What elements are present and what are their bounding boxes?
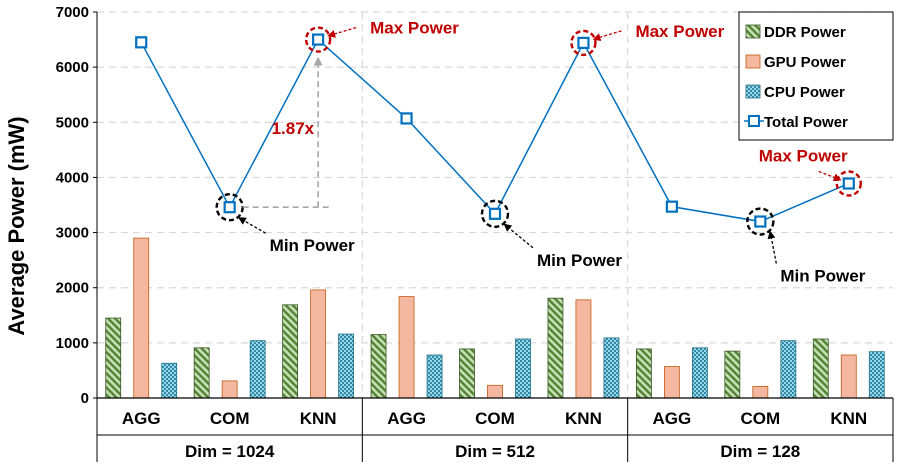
bars <box>105 237 885 399</box>
bar-gpu-4 <box>487 384 503 399</box>
total-power-marker-3 <box>400 112 413 125</box>
bar-cpu-6 <box>691 347 708 399</box>
x-category-label-2: KNN <box>300 409 337 428</box>
bar-cpu-5 <box>603 337 620 399</box>
bar-gpu-6 <box>663 366 680 399</box>
bar-gpu-2 <box>310 289 327 399</box>
bar-gpu-8 <box>840 354 857 399</box>
max-power-label-1: Max Power <box>635 22 724 41</box>
min-power-label-2: Min Power <box>780 267 865 286</box>
legend-label-ddr: DDR Power <box>764 24 846 41</box>
legend-label-total: Total Power <box>764 114 848 131</box>
y-tick-label-5000: 5000 <box>56 114 89 131</box>
total-power-marker-2 <box>312 33 325 46</box>
bar-cpu-0 <box>161 362 178 399</box>
bar-cpu-7 <box>780 340 797 399</box>
bar-ddr-8 <box>812 338 829 399</box>
bar-gpu-7 <box>752 386 769 399</box>
max-power-circle-1 <box>570 29 597 57</box>
bar-gpu-3 <box>398 296 415 399</box>
min-power-arrow-1 <box>503 223 534 249</box>
min-power-arrow-2 <box>767 230 777 264</box>
total-power-marker-5 <box>577 36 590 49</box>
y-axis-label: Average Power (mW) <box>4 116 29 335</box>
axes: 0 1000 2000 3000 4000 5000 6000 7000 AGG COM KNN AG… <box>56 4 894 462</box>
total-power-marker-8 <box>842 177 855 190</box>
legend-swatch-gpu <box>745 54 761 69</box>
bar-ddr-4 <box>459 348 475 399</box>
x-category-label-6: AGG <box>653 409 692 428</box>
x-category-label-7: COM <box>740 409 780 428</box>
legend-label-cpu: CPU Power <box>764 84 845 101</box>
bar-cpu-1 <box>249 340 266 399</box>
x-category-label-3: AGG <box>387 409 426 428</box>
bar-ddr-5 <box>547 297 564 399</box>
y-tick-label-6000: 6000 <box>56 59 89 76</box>
y-tick-label-4000: 4000 <box>56 169 89 186</box>
max-power-label-0: Max Power <box>370 19 459 38</box>
max-power-circle-0 <box>304 26 332 53</box>
max-power-circle-2 <box>835 170 862 197</box>
bar-cpu-2 <box>338 333 355 399</box>
min-power-label-1: Min Power <box>537 251 622 270</box>
max-power-arrow-2 <box>818 170 842 182</box>
bar-gpu-0 <box>133 237 150 399</box>
bar-cpu-8 <box>868 351 885 399</box>
group-label-0: Dim = 1024 <box>185 442 275 461</box>
legend-swatch-cpu <box>745 84 761 99</box>
max-power-arrow-0 <box>327 26 357 38</box>
min-power-label-0: Min Power <box>270 236 355 255</box>
y-tick-label-7000: 7000 <box>56 4 89 21</box>
max-power-label-2: Max Power <box>759 146 848 165</box>
y-tick-label-0: 0 <box>81 390 89 407</box>
bar-ddr-3 <box>370 334 387 399</box>
min-power-circle-1 <box>480 199 510 229</box>
x-category-label-8: KNN <box>830 409 867 428</box>
legend-box <box>738 11 894 141</box>
bar-cpu-4 <box>515 338 531 399</box>
x-category-label-5: KNN <box>565 409 602 428</box>
min-power-circle-2 <box>746 207 775 236</box>
total-power-marker-6 <box>665 200 678 213</box>
total-power-marker-0 <box>135 36 148 49</box>
bar-ddr-0 <box>105 317 122 399</box>
group-separators <box>361 12 629 398</box>
legend-label-gpu: GPU Power <box>764 54 846 71</box>
x-category-label-0: AGG <box>122 409 161 428</box>
total-power-marker-7 <box>754 215 767 228</box>
gridlines <box>97 11 893 344</box>
x-category-label-4: COM <box>475 409 515 428</box>
min-power-arrow-0 <box>237 217 266 234</box>
bar-gpu-5 <box>575 299 592 399</box>
ratio-label: 1.87x <box>272 119 315 138</box>
bar-gpu-1 <box>221 380 238 399</box>
legend: DDR Power GPU Power CPU Power Total Power <box>738 11 894 141</box>
group-label-1: Dim = 512 <box>455 442 535 461</box>
legend-swatch-ddr <box>745 24 761 39</box>
y-tick-label-2000: 2000 <box>56 280 89 297</box>
bar-ddr-1 <box>193 347 210 399</box>
total-power-marker-4 <box>488 207 502 220</box>
annotations: Max Power Max Power Max Power Min Power Min … <box>215 19 866 286</box>
bar-ddr-7 <box>724 350 741 399</box>
legend-marker-total <box>748 115 760 127</box>
total-power-marker-1 <box>223 201 236 214</box>
y-tick-label-3000: 3000 <box>56 225 89 242</box>
bar-ddr-6 <box>635 348 652 399</box>
x-category-label-1: COM <box>210 409 250 428</box>
bar-cpu-3 <box>426 354 443 399</box>
bar-ddr-2 <box>282 304 299 399</box>
max-power-arrow-1 <box>592 30 622 42</box>
y-tick-label-1000: 1000 <box>56 335 89 352</box>
total-power-line <box>135 33 855 228</box>
group-label-2: Dim = 128 <box>720 442 800 461</box>
